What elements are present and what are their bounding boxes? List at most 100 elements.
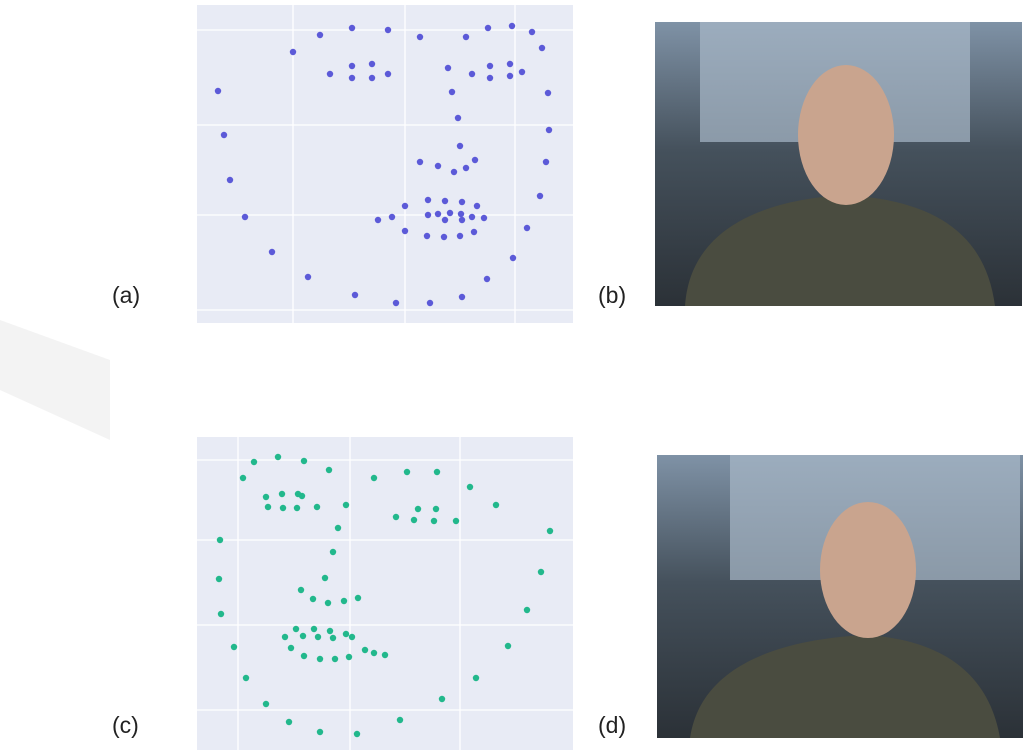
- landmark-point: [371, 475, 377, 481]
- landmark-point: [288, 645, 294, 651]
- landmark-point: [538, 569, 544, 575]
- landmark-point: [349, 25, 355, 31]
- landmark-point: [330, 549, 336, 555]
- plot-area: [197, 5, 573, 323]
- landmark-point: [539, 45, 545, 51]
- landmark-point: [393, 514, 399, 520]
- landmark-point: [275, 454, 281, 460]
- landmark-point: [349, 634, 355, 640]
- landmark-point: [371, 650, 377, 656]
- landmark-point: [484, 276, 490, 282]
- landmark-point: [294, 505, 300, 511]
- landmark-point: [216, 576, 222, 582]
- landmark-point: [439, 696, 445, 702]
- landmark-point: [455, 115, 461, 121]
- landmark-point: [325, 600, 331, 606]
- landmark-point: [280, 505, 286, 511]
- landmark-point: [457, 143, 463, 149]
- landmark-point: [415, 506, 421, 512]
- landmark-point: [369, 61, 375, 67]
- landmark-point: [467, 484, 473, 490]
- landmark-point: [417, 159, 423, 165]
- landmark-point: [473, 675, 479, 681]
- landmark-point: [411, 517, 417, 523]
- landmark-point: [453, 518, 459, 524]
- landmark-point: [451, 169, 457, 175]
- landmark-point: [243, 675, 249, 681]
- photo-b: [655, 22, 1022, 306]
- landmark-point: [369, 75, 375, 81]
- landmark-point: [481, 215, 487, 221]
- landmark-point: [217, 537, 223, 543]
- landmark-point: [290, 49, 296, 55]
- watermark: [0, 320, 110, 440]
- landmark-point: [441, 234, 447, 240]
- landmark-point: [449, 89, 455, 95]
- landmark-point: [301, 653, 307, 659]
- landmark-point: [385, 27, 391, 33]
- landmark-point: [505, 643, 511, 649]
- landmark-point: [393, 300, 399, 306]
- landmark-point: [326, 467, 332, 473]
- landmark-point: [463, 34, 469, 40]
- landmark-point: [471, 229, 477, 235]
- landmark-point: [524, 225, 530, 231]
- landmark-point: [215, 88, 221, 94]
- landmark-point: [299, 493, 305, 499]
- landmark-point: [435, 211, 441, 217]
- landmark-point: [493, 502, 499, 508]
- panel-label: (b): [598, 282, 626, 308]
- landmark-point: [385, 71, 391, 77]
- landmark-point: [375, 217, 381, 223]
- landmark-point: [510, 255, 516, 261]
- landmark-point: [349, 75, 355, 81]
- landmark-point: [286, 719, 292, 725]
- landmark-point: [305, 274, 311, 280]
- landmark-point: [251, 459, 257, 465]
- landmark-point: [221, 132, 227, 138]
- landmark-point: [218, 611, 224, 617]
- panel-label: (a): [112, 282, 140, 308]
- landmark-point: [459, 217, 465, 223]
- landmark-point: [459, 294, 465, 300]
- landmark-point: [442, 217, 448, 223]
- landmark-point: [417, 34, 423, 40]
- landmark-point: [335, 525, 341, 531]
- figure: (a) (b) (c) (d): [0, 0, 1027, 754]
- landmark-point: [509, 23, 515, 29]
- landmark-point: [300, 633, 306, 639]
- landmark-point: [425, 197, 431, 203]
- landmark-point: [474, 203, 480, 209]
- landmark-point: [382, 652, 388, 658]
- landmark-point: [524, 607, 530, 613]
- landmark-point: [227, 177, 233, 183]
- landmark-point: [519, 69, 525, 75]
- landmark-point: [485, 25, 491, 31]
- photo-d: [657, 455, 1023, 738]
- landmark-point: [389, 214, 395, 220]
- landmark-point: [327, 628, 333, 634]
- landmark-point: [317, 656, 323, 662]
- landmark-point: [263, 701, 269, 707]
- landmark-point: [231, 644, 237, 650]
- landmark-point: [487, 75, 493, 81]
- landmark-point: [469, 71, 475, 77]
- plot-area: [197, 437, 573, 750]
- landmark-point: [546, 127, 552, 133]
- landmark-point: [332, 656, 338, 662]
- landmark-point: [431, 518, 437, 524]
- landmark-point: [507, 61, 513, 67]
- landmark-point: [282, 634, 288, 640]
- landmark-point: [425, 212, 431, 218]
- landmark-point: [402, 228, 408, 234]
- landmark-point: [311, 626, 317, 632]
- landmark-point: [362, 647, 368, 653]
- landmark-point: [269, 249, 275, 255]
- landmark-point: [537, 193, 543, 199]
- landmark-point: [352, 292, 358, 298]
- landmark-point: [435, 163, 441, 169]
- landmark-point: [263, 494, 269, 500]
- landmark-point: [402, 203, 408, 209]
- landmark-point: [543, 159, 549, 165]
- landmark-point: [341, 598, 347, 604]
